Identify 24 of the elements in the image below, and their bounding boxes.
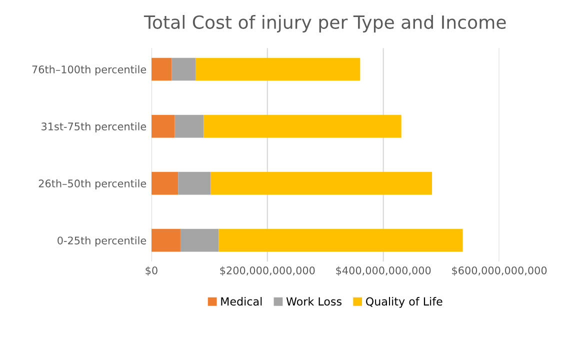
bar bbox=[151, 114, 175, 138]
x-tick-label: $200,000,000,000 bbox=[220, 266, 315, 276]
bar bbox=[204, 114, 402, 138]
legend-label: Quality of Life bbox=[366, 297, 442, 308]
bar bbox=[178, 172, 211, 195]
bar bbox=[180, 228, 219, 252]
x-tick-label: $0 bbox=[146, 266, 158, 276]
bar bbox=[172, 58, 196, 81]
bar bbox=[218, 228, 463, 252]
legend-label: Medical bbox=[221, 297, 262, 306]
chart-title: Total Cost of injury per Type and Income bbox=[144, 14, 506, 32]
bar bbox=[151, 58, 172, 81]
x-tick-label: $600,000,000,000 bbox=[452, 266, 547, 276]
bar bbox=[210, 172, 432, 195]
bar bbox=[174, 114, 204, 138]
y-tick-label: 26th–50th percentile bbox=[38, 179, 146, 190]
x-tick-label: $400,000,000,000 bbox=[336, 266, 431, 276]
bar bbox=[196, 58, 360, 81]
bar bbox=[151, 228, 180, 252]
y-tick-label: 76th–100th percentile bbox=[32, 65, 146, 76]
bar bbox=[151, 172, 178, 195]
legend-label: Work Loss bbox=[286, 297, 342, 306]
y-tick-label: 0-25th percentile bbox=[58, 236, 146, 246]
y-tick-label: 31st-75th percentile bbox=[42, 122, 146, 132]
